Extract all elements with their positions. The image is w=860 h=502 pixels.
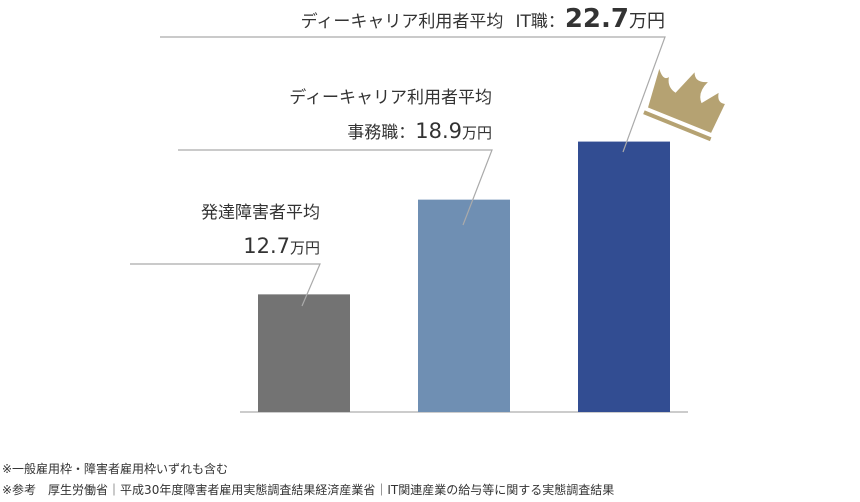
label-1-unit: 万円 [462,124,492,142]
label-0-unit: 万円 [290,239,320,257]
footnote-1: ※参考 厚生労働省｜平成30年度障害者雇用実態調査結果経済産業省｜IT関連産業の… [2,483,615,497]
label-2-value: 22.7 [565,4,629,34]
label-0-value: 12.7 [243,234,290,258]
footnote-0: ※一般雇用枠・障害者雇用枠いずれも含む [2,462,229,476]
label-1-line1: ディーキャリア利用者平均 [289,87,492,108]
label-0-line1: 発達障害者平均 [201,203,320,223]
label-0-value-line: 12.7万円 [243,234,320,258]
crown-icon [643,68,725,142]
label-2-line1: ディーキャリア利用者平均 [301,11,504,32]
bar-1 [418,199,510,412]
label-1-prefix: 事務職： [347,123,415,143]
label-1-value: 18.9 [415,119,462,143]
callout-line-1 [178,149,493,226]
label-2-prefix: IT職： [515,12,564,32]
label-2-unit: 万円 [629,11,665,32]
callout-line-2 [160,36,666,153]
bar-0 [258,294,350,412]
bar-2 [578,141,670,413]
label-2-line: ディーキャリア利用者平均 IT職：22.7万円 [301,4,665,34]
label-1-value-line: 事務職：18.9万円 [347,119,492,143]
callout-line-0 [130,263,321,307]
